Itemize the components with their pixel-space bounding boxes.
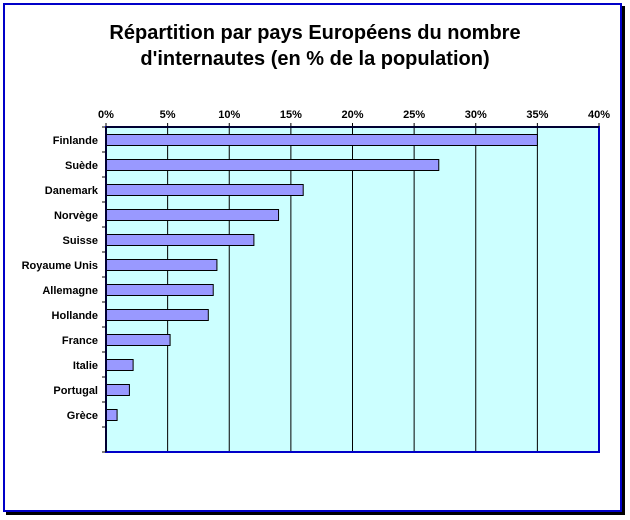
- y-tick-label: Hollande: [52, 310, 98, 322]
- chart-title: Répartition par pays Européens du nombre…: [0, 20, 630, 72]
- bar-1: [105, 159, 440, 171]
- x-tick-label: 30%: [465, 109, 487, 121]
- bar-0: [105, 134, 538, 146]
- bar-11: [105, 409, 118, 421]
- y-tick-label: Suède: [65, 160, 98, 172]
- chart-title-line-2: d'internautes (en % de la population): [140, 48, 490, 70]
- y-tick-label: Norvège: [54, 210, 98, 222]
- x-tick-label: 35%: [526, 109, 548, 121]
- x-tick-label: 5%: [160, 109, 176, 121]
- x-tick-label: 15%: [280, 109, 302, 121]
- bar-7: [105, 309, 209, 321]
- y-tick-label: Finlande: [53, 135, 98, 147]
- bar-6: [105, 284, 214, 296]
- y-tick-label: Italie: [73, 360, 98, 372]
- y-tick-label: Royaume Unis: [22, 260, 98, 272]
- bar-5: [105, 259, 218, 271]
- x-tick-label: 10%: [218, 109, 240, 121]
- bar-8: [105, 334, 171, 346]
- x-tick-label: 25%: [403, 109, 425, 121]
- y-tick-label: Danemark: [45, 185, 99, 197]
- y-tick-label: Suisse: [63, 235, 98, 247]
- y-tick-label: Portugal: [53, 385, 98, 397]
- chart-title-line-1: Répartition par pays Européens du nombre: [109, 22, 521, 44]
- bar-4: [105, 234, 255, 246]
- bar-2: [105, 184, 304, 196]
- x-tick-label: 0%: [98, 109, 114, 121]
- y-tick-label: Grèce: [67, 410, 98, 422]
- y-tick-label: France: [62, 335, 98, 347]
- x-tick-label: 20%: [341, 109, 363, 121]
- bar-3: [105, 209, 280, 221]
- bar-9: [105, 359, 134, 371]
- bar-10: [105, 384, 130, 396]
- x-tick-label: 40%: [588, 109, 610, 121]
- y-tick-label: Allemagne: [42, 285, 98, 297]
